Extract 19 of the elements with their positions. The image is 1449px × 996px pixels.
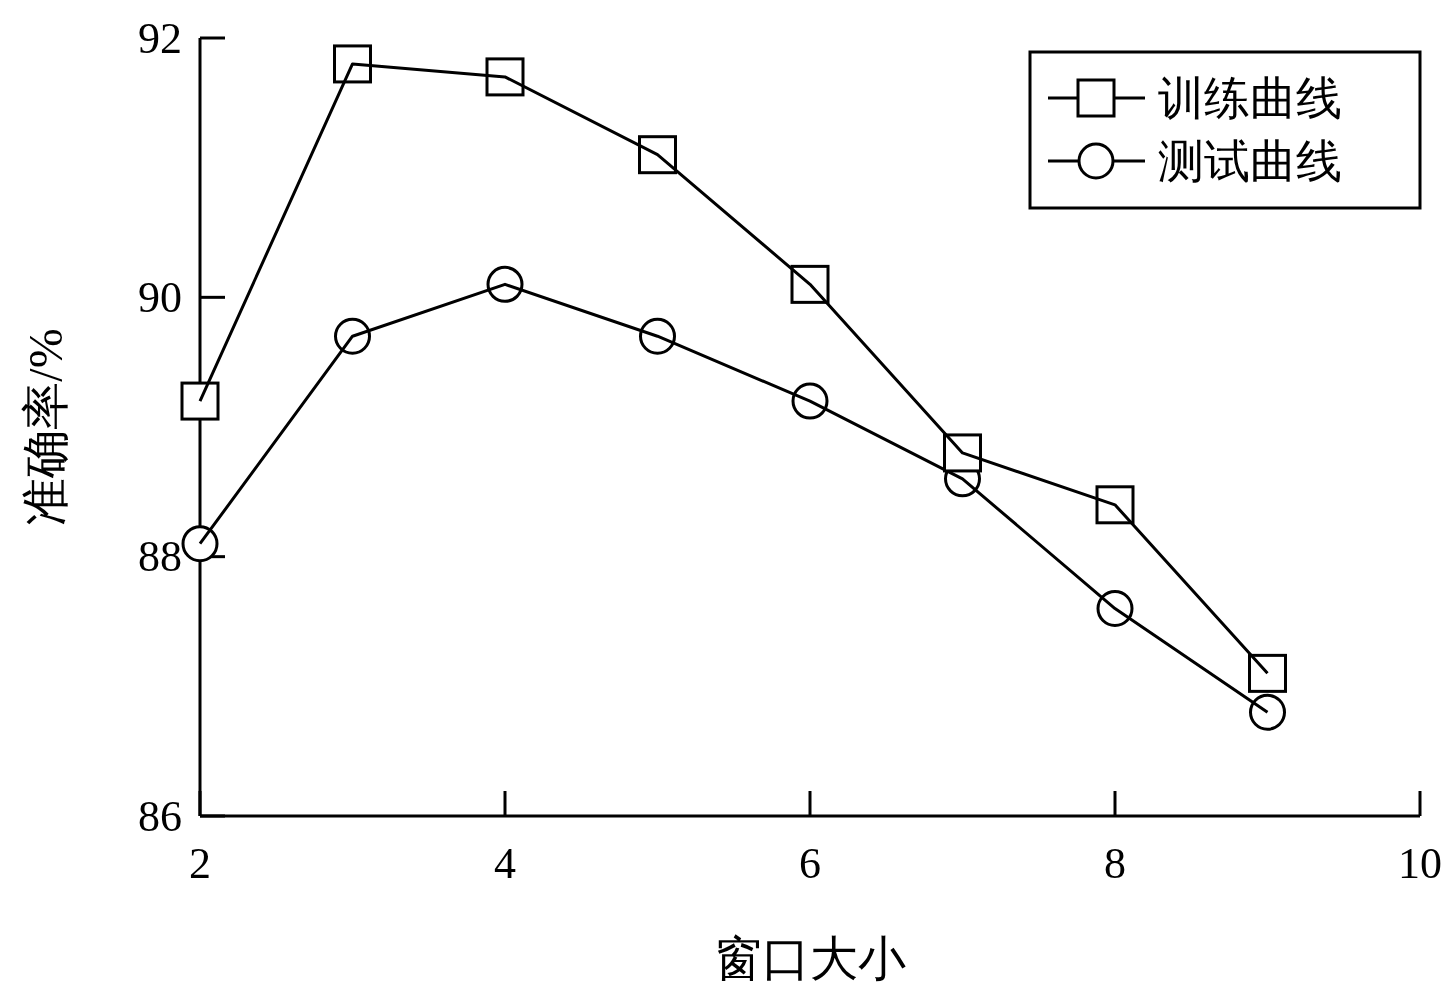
y-tick-label: 90 (138, 272, 182, 322)
x-axis-title: 窗口大小 (714, 932, 906, 985)
x-tick-label: 8 (1104, 839, 1126, 888)
y-tick-label: 92 (138, 13, 182, 63)
point (180, 381, 220, 421)
y-tick-label: 88 (138, 532, 182, 582)
x-tick-label: 10 (1398, 839, 1442, 888)
x-tick-label: 6 (799, 839, 821, 888)
y-axis-title: 准确率/% (19, 328, 72, 526)
point (1249, 693, 1286, 731)
x-tick-label: 4 (494, 839, 516, 888)
x-tick-label: 2 (189, 839, 211, 888)
point (1248, 653, 1287, 693)
y-tick-label: 86 (138, 791, 182, 841)
legend-label: 测试曲线 (1158, 135, 1342, 187)
legend-label: 训练曲线 (1158, 72, 1342, 124)
point (333, 44, 372, 84)
point (485, 57, 525, 97)
point (181, 525, 219, 563)
